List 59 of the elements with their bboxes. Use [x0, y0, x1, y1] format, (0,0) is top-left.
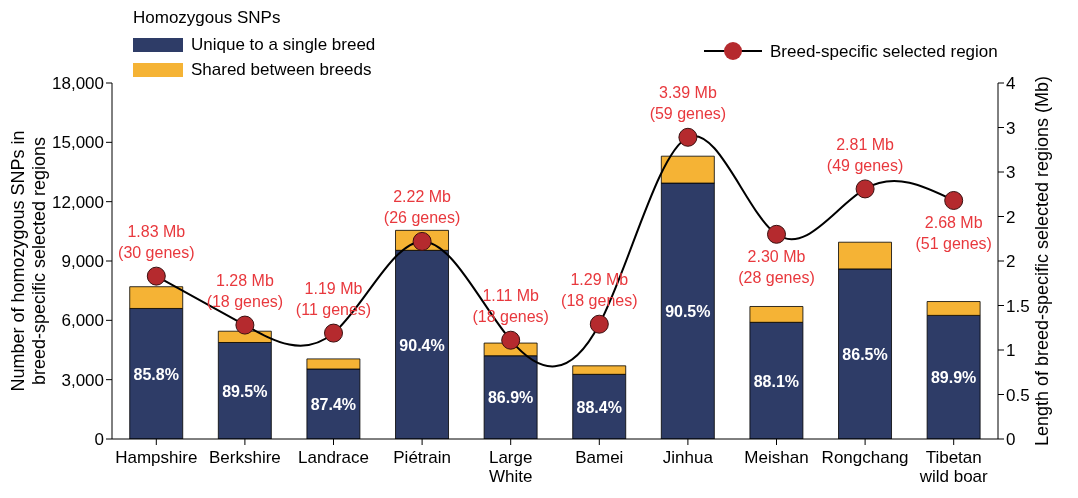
data-label: 2.22 Mb (26 genes): [383, 188, 461, 227]
data-label: 2.81 Mb (49 genes): [826, 135, 904, 174]
y2-tick-label: 4: [1006, 74, 1016, 94]
y-axis-title: Number of homozygous SNPs in breed-specific selected regions: [8, 130, 49, 392]
x-tick-label: Rongchang: [821, 448, 909, 467]
x-tick-label: Hampshire: [115, 448, 198, 467]
x-tick-label: Berkshire: [208, 448, 281, 467]
data-label: 2.30 Mb (28 genes): [738, 248, 815, 287]
annotation: 89.9%: [930, 369, 977, 387]
x-tick-label: Tibetan wild boar: [918, 448, 989, 486]
point: [767, 224, 786, 244]
legend-label: Breed-specific selected region: [770, 42, 998, 61]
y-tick-label: 9,000: [61, 252, 104, 272]
annotation: 88.4%: [576, 398, 622, 416]
annotation: 85.8%: [133, 365, 179, 383]
y-tick-label: 15,000: [52, 133, 104, 153]
data-label: 3.39 Mb (59 genes): [649, 84, 727, 123]
annotation: 88.1%: [753, 372, 800, 390]
x-tick-label: Jinhua: [662, 448, 714, 467]
annotation: 89.5%: [222, 382, 268, 400]
y-tick-label: 6,000: [61, 311, 104, 331]
point: [589, 314, 609, 334]
y2-tick-label: 2: [1006, 207, 1016, 227]
y2-tick-label: 1: [1006, 341, 1016, 361]
point: [235, 315, 255, 335]
y2-tick-label: 0.5: [1006, 385, 1030, 405]
annotation: 86.9%: [487, 389, 534, 407]
y2-tick-label: 1.5: [1006, 296, 1030, 316]
x-tick-label: Landrace: [298, 448, 369, 467]
point: [324, 323, 343, 343]
legend-label: Shared between breeds: [191, 59, 372, 80]
data-label: 1.83 Mb (30 genes): [118, 223, 195, 262]
annotation: 90.5%: [665, 303, 711, 321]
y2-tick-label: 3: [1006, 118, 1016, 138]
annotation: 87.4%: [310, 395, 357, 413]
x-tick-label: Meishan: [744, 448, 809, 467]
annotation: 90.4%: [399, 336, 445, 354]
y2-axis-title: Length of breed-specific selected regions (Mb): [1032, 75, 1052, 447]
point: [501, 330, 521, 350]
y-tick-label: 18,000: [52, 74, 104, 94]
y-tick-label: 3,000: [61, 370, 104, 390]
point: [678, 127, 698, 147]
x-tick-label: Bamei: [575, 448, 624, 467]
y2-tick-label: 2: [1006, 252, 1016, 272]
y2-tick-label: 0: [1006, 430, 1016, 450]
legend-title: Homozygous SNPs: [133, 8, 282, 29]
data-label: 1.28 Mb (18 genes): [206, 272, 284, 311]
x-tick-label: Piétrain: [393, 448, 451, 467]
y-tick-label: 0: [94, 430, 104, 450]
data-label: 1.11 Mb (18 genes): [472, 287, 549, 326]
x-tick-label: Large White: [488, 448, 533, 486]
point: [146, 266, 166, 286]
y-tick-label: 12,000: [52, 192, 104, 212]
legend-label: Unique to a single breed: [191, 34, 376, 55]
point: [855, 179, 875, 199]
data-label: 2.68 Mb (51 genes): [915, 214, 992, 253]
annotation: 86.5%: [842, 345, 888, 363]
y2-tick-label: 3: [1006, 163, 1016, 183]
point: [944, 190, 964, 210]
